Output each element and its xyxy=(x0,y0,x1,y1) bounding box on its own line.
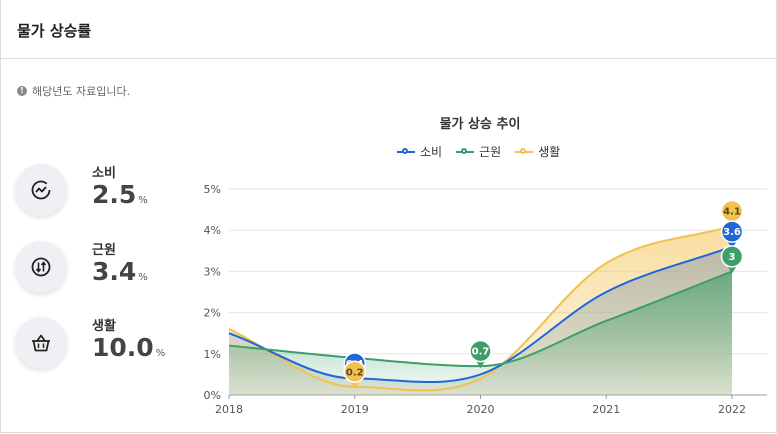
x-tick-label: 2021 xyxy=(592,403,620,416)
chart-title: 물가 상승 추이 xyxy=(439,117,521,132)
exchange-arrows-icon xyxy=(31,257,51,277)
y-tick-label: 4% xyxy=(204,224,221,237)
stat-label: 소비 xyxy=(92,166,116,181)
data-notice: ! 해당년도 자료입니다. xyxy=(17,83,130,99)
legend-item-consumer[interactable]: 소비 xyxy=(397,143,442,160)
chart-legend: 소비 근원 생활 xyxy=(397,143,574,160)
info-icon: ! xyxy=(17,86,27,96)
stat-icon-wrapper xyxy=(15,241,67,293)
marker-bubble xyxy=(720,220,744,243)
x-tick-label: 2020 xyxy=(467,403,495,416)
stat-icon-wrapper xyxy=(15,317,67,369)
shopping-basket-icon xyxy=(32,334,50,352)
stat-label: 근원 xyxy=(92,243,116,258)
stat-value: 10.0% xyxy=(92,333,166,362)
stat-core: 근원 3.4% xyxy=(15,239,205,299)
stat-consumer: 소비 2.5% xyxy=(15,162,205,222)
y-tick-label: 1% xyxy=(204,348,221,361)
x-tick-label: 2022 xyxy=(718,403,746,416)
marker-bubble xyxy=(720,245,744,268)
value-marker: 0.2 xyxy=(343,360,366,389)
legend-marker xyxy=(397,147,415,154)
panel-header: 물가 상승률 xyxy=(0,0,777,59)
y-tick-label: 0% xyxy=(204,389,221,402)
legend-item-core[interactable]: 근원 xyxy=(456,143,501,160)
y-tick-label: 5% xyxy=(204,183,221,196)
marker-bubble xyxy=(343,360,366,384)
y-tick-label: 2% xyxy=(204,307,221,320)
trend-cycle-icon xyxy=(31,180,51,200)
legend-marker xyxy=(515,147,534,154)
line-생활 xyxy=(228,225,733,392)
line-소비 xyxy=(228,245,733,384)
panel-title: 물가 상승률 xyxy=(17,22,92,40)
marker-value-label: 0.2 xyxy=(346,367,364,378)
legend-item-living[interactable]: 생활 xyxy=(515,143,560,160)
value-marker: 3 xyxy=(720,245,744,274)
x-tick-label: 2019 xyxy=(341,403,369,416)
stat-living: 생활 10.0% xyxy=(15,315,205,375)
marker-value-label: 4.1 xyxy=(723,207,741,218)
x-tick-label: 2018 xyxy=(215,403,243,416)
stat-label: 생활 xyxy=(92,319,116,334)
stat-value: 3.4% xyxy=(92,257,148,286)
stat-icon-wrapper xyxy=(15,164,67,216)
marker-value-label: 0.7 xyxy=(472,347,490,358)
y-tick-label: 3% xyxy=(204,265,221,278)
stat-value: 2.5% xyxy=(92,180,148,209)
marker-bubble xyxy=(469,339,492,363)
legend-label: 생활 xyxy=(538,145,561,159)
notice-text: 해당년도 자료입니다. xyxy=(32,85,131,98)
value-marker: 0.7 xyxy=(469,339,492,369)
marker-value-label: 3 xyxy=(729,252,736,263)
marker-value-label: 3.6 xyxy=(723,227,741,238)
legend-label: 소비 xyxy=(420,145,443,159)
legend-label: 근원 xyxy=(479,145,502,159)
value-marker: 3.6 xyxy=(720,220,744,249)
legend-marker xyxy=(456,147,475,154)
